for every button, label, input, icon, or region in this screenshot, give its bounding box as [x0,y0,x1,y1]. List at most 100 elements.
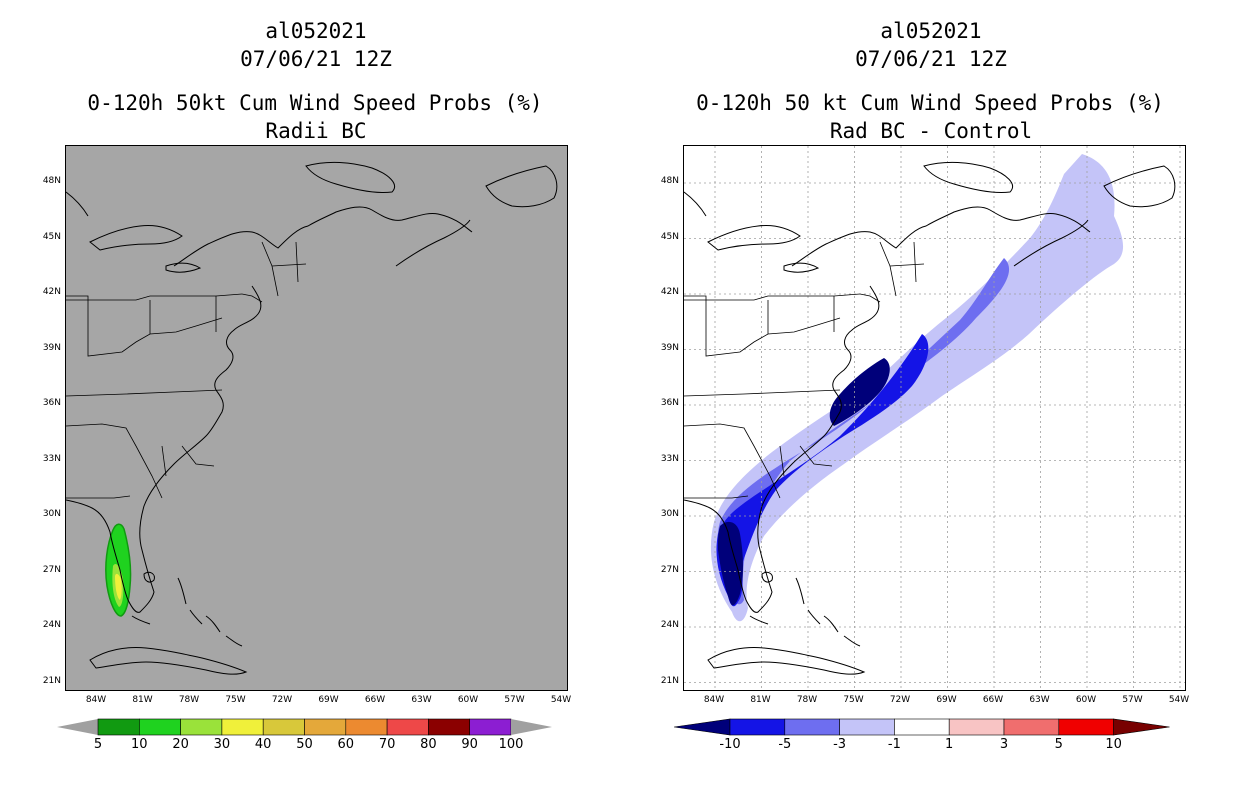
left-colorbar-label: 60 [337,737,355,752]
right-lat-label: 36N [660,398,679,408]
right-title-datetime: 07/06/21 12Z [855,47,1007,71]
right-title-subtitle: Rad BC - Control [829,119,1033,143]
left-colorbar-swatch [304,718,347,736]
right-map-panel [683,145,1186,691]
left-lat-label: 21N [42,675,61,686]
left-title-datetime: 07/06/21 12Z [240,47,392,71]
right-coastlines [684,161,1176,675]
left-colorbar-label: 10 [131,737,148,752]
right-lat-label: 42N [660,287,679,297]
right-lon-label: 69W [936,695,957,705]
right-lat-label: 30N [660,509,679,519]
left-colorbar-label: 50 [296,737,313,752]
right-colorbar-swatch [1058,718,1114,736]
right-colorbar [674,718,1170,736]
right-title-storm-id: al052021 [880,19,982,43]
left-lat-label: 45N [42,231,61,242]
left-title-product: 0-120h 50kt Cum Wind Speed Probs (%) [87,91,543,115]
right-colorbar-swatch [729,718,786,736]
left-colorbar-label: 40 [254,737,272,752]
left-lon-label: 81W [132,695,153,705]
right-colorbar-swatch [948,718,1005,736]
right-colorbar-label: -3 [833,737,847,752]
left-lon-label: 57W [504,695,525,705]
right-lon-label: 54W [1168,695,1190,705]
right-lon-label: 75W [843,695,864,705]
left-colorbar-label: 5 [93,737,103,752]
left-colorbar-swatch [221,718,264,736]
left-colorbar-swatch [428,718,470,736]
right-lon-label: 63W [1029,695,1050,705]
left-lat-label: 39N [42,342,61,353]
left-lon-label: 69W [318,695,339,705]
left-lat-label: 48N [42,176,61,186]
right-colorbar-high-arrow [1113,718,1170,736]
right-lat-label: 39N [660,342,679,353]
left-lat-label: 30N [42,509,61,519]
left-colorbar-label: 100 [498,737,524,752]
left-lat-label: 36N [42,398,61,408]
right-lat-label: 24N [660,620,679,630]
right-colorbar-label: -1 [887,737,901,752]
left-colorbar-swatch [139,718,181,736]
left-lat-label: 27N [42,564,61,575]
left-title-storm-id: al052021 [265,19,367,43]
left-colorbar-swatch [386,718,429,736]
left-map-background [66,146,567,690]
left-colorbar-swatch [345,718,388,736]
left-coastlines [66,161,558,675]
right-lon-label: 72W [889,695,911,705]
left-lon-label: 63W [411,695,432,705]
right-lon-label: 66W [982,695,1004,705]
right-colorbar-label: 5 [1054,737,1063,752]
left-colorbar-swatch [469,718,512,736]
left-colorbar-swatch [97,718,140,736]
right-lon-label: 57W [1122,695,1143,705]
left-lon-label: 60W [457,695,479,705]
left-lon-label: 78W [178,695,200,705]
left-lat-label: 33N [42,453,61,464]
right-colorbar-label: 1 [945,737,954,752]
right-lon-label: 60W [1075,695,1097,705]
left-lon-label: 75W [225,695,246,705]
right-lon-label: 78W [796,695,818,705]
left-lon-label: 72W [271,695,293,705]
right-colorbar-swatch [784,718,840,736]
right-difference-contours [710,154,1124,622]
left-map-panel [65,145,568,691]
right-lat-label: 27N [660,564,679,575]
right-colorbar-swatch [894,718,950,736]
right-colorbar-label: 3 [999,737,1009,752]
left-colorbar-high-arrow [511,719,552,735]
right-lat-label: 45N [660,231,679,242]
right-lon-label: 81W [750,695,771,705]
left-state-borders [66,241,307,499]
left-lat-label: 24N [42,620,61,630]
right-lat-label: 33N [660,453,679,464]
left-colorbar-label: 80 [420,737,437,752]
right-state-borders [684,241,925,499]
left-colorbar [57,718,552,736]
left-lat-label: 42N [42,287,61,297]
right-lat-label: 21N [660,675,679,686]
left-colorbar-swatch [262,718,305,736]
left-colorbar-label: 20 [172,737,189,752]
left-lon-label: 66W [364,695,386,705]
left-colorbar-label: 30 [213,737,231,752]
right-colorbar-label: -10 [719,737,741,752]
right-lon-label: 84W [703,695,725,705]
left-colorbar-label: 90 [461,737,478,752]
left-lon-label: 54W [550,695,572,705]
right-colorbar-label: -5 [778,737,792,752]
right-colorbar-swatch [1003,718,1060,736]
right-colorbar-low-arrow [674,718,731,736]
left-lon-label: 84W [85,695,107,705]
left-colorbar-swatch [180,718,223,736]
right-colorbar-label: 10 [1105,737,1122,752]
left-colorbar-label: 70 [378,737,396,752]
right-grid-lines [684,146,1185,690]
left-probability-contours [105,523,132,617]
right-title-product: 0-120h 50 kt Cum Wind Speed Probs (%) [696,91,1164,115]
right-lat-label: 48N [660,176,679,186]
left-colorbar-low-arrow [57,719,98,735]
